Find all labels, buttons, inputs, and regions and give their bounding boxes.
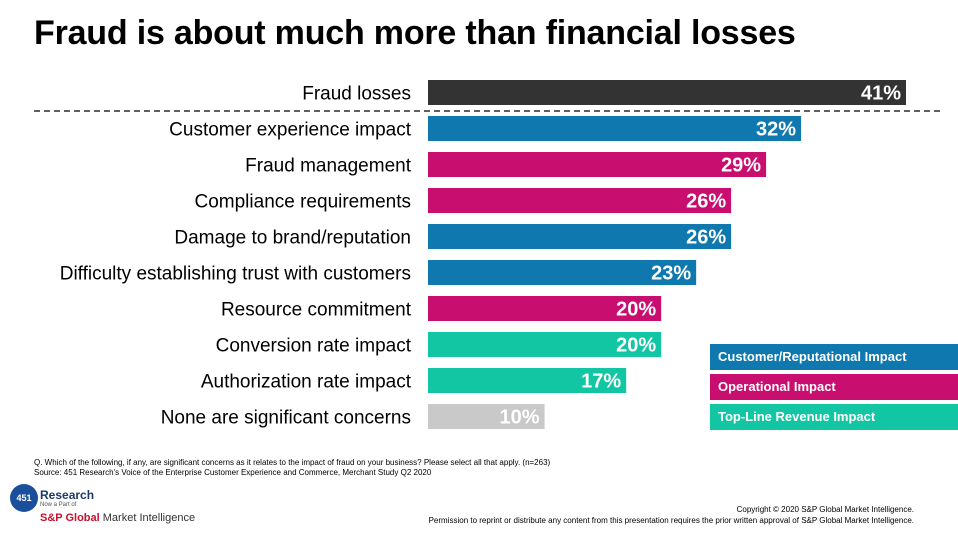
legend-item-operational: Operational Impact <box>710 374 958 400</box>
category-label-fraud-management: Fraud management <box>245 156 412 177</box>
bar-fraud-losses <box>428 80 906 105</box>
logo-mi-text: Market Intelligence <box>102 512 196 524</box>
logo-sp-text: S&P Global <box>40 512 100 524</box>
legend-item-customer: Customer/Reputational Impact <box>710 344 958 370</box>
value-label-customer-experience-impact: 32% <box>756 119 796 141</box>
bar-compliance-requirements <box>428 188 732 213</box>
legend-item-revenue: Top-Line Revenue Impact <box>710 404 958 430</box>
logo-circle: 451 <box>10 484 38 512</box>
bar-customer-experience-impact <box>428 116 802 141</box>
bar-difficulty-establishing-trust-with-customers <box>428 260 697 285</box>
category-label-damage-to-brand-reputation: Damage to brand/reputation <box>174 228 411 249</box>
bar-conversion-rate-impact <box>428 332 662 357</box>
category-label-fraud-losses: Fraud losses <box>302 84 411 105</box>
category-label-conversion-rate-impact: Conversion rate impact <box>216 336 412 357</box>
value-label-conversion-rate-impact: 20% <box>616 335 656 357</box>
bar-fraud-management <box>428 152 767 177</box>
legend: Customer/Reputational Impact Operational… <box>710 344 958 434</box>
value-label-resource-commitment: 20% <box>616 299 656 321</box>
copyright-line1: Copyright © 2020 S&P Global Market Intel… <box>736 505 914 514</box>
bar-none-are-significant-concerns <box>428 404 545 429</box>
value-label-none-are-significant-concerns: 10% <box>500 407 540 429</box>
copyright-line2: Permission to reprint or distribute any … <box>428 516 914 525</box>
value-label-damage-to-brand-reputation: 26% <box>686 227 726 249</box>
value-label-fraud-losses: 41% <box>861 83 901 105</box>
category-label-difficulty-establishing-trust-with-customers: Difficulty establishing trust with custo… <box>60 264 411 285</box>
category-label-authorization-rate-impact: Authorization rate impact <box>201 372 412 393</box>
footnote: Q. Which of the following, if any, are s… <box>34 458 550 478</box>
category-label-none-are-significant-concerns: None are significant concerns <box>161 408 411 429</box>
value-label-authorization-rate-impact: 17% <box>581 371 621 393</box>
category-label-resource-commitment: Resource commitment <box>221 300 412 321</box>
category-label-customer-experience-impact: Customer experience impact <box>169 120 412 141</box>
value-label-fraud-management: 29% <box>721 155 761 177</box>
bar-damage-to-brand-reputation <box>428 224 732 249</box>
bars-group: Fraud losses 41% Customer experience impac… <box>60 80 906 429</box>
logo-research-text: Research <box>40 488 95 502</box>
logo-subtext: Now a Part of <box>40 502 77 508</box>
footnote-source: Source: 451 Research's Voice of the Ente… <box>34 468 432 477</box>
logo-451-research: 451 Research Now a Part of S&P Global Ma… <box>10 484 210 528</box>
value-label-compliance-requirements: 26% <box>686 191 726 213</box>
bar-authorization-rate-impact <box>428 368 627 393</box>
bar-chart: Fraud losses 41% Customer experience impac… <box>34 80 940 429</box>
category-label-compliance-requirements: Compliance requirements <box>195 192 412 213</box>
copyright: Copyright © 2020 S&P Global Market Intel… <box>429 504 914 526</box>
logo-spgmi: S&P Global Market Intelligence <box>40 512 195 524</box>
bar-resource-commitment <box>428 296 662 321</box>
footnote-question: Q. Which of the following, if any, are s… <box>34 458 551 467</box>
value-label-difficulty-establishing-trust-with-customers: 23% <box>651 263 691 285</box>
chart-title: Fraud is about much more than financial … <box>34 14 796 52</box>
